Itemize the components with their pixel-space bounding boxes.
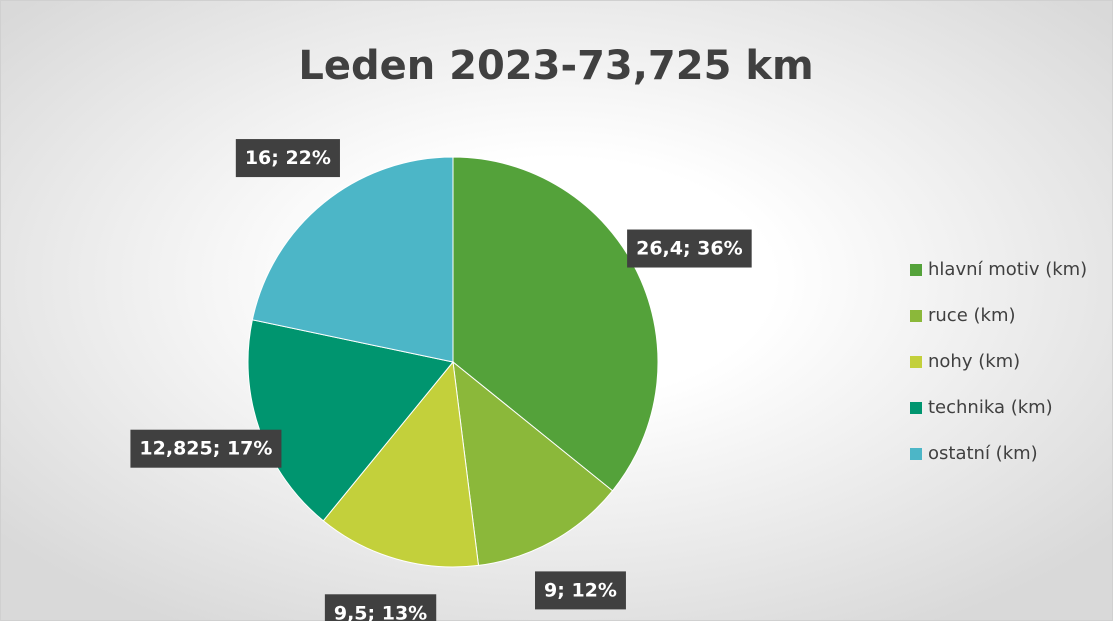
legend-label: hlavní motiv (km) — [928, 259, 1087, 280]
pie-slice — [251, 156, 454, 363]
data-label-text: 9,5; 13% — [334, 602, 427, 621]
data-label-text: 9; 12% — [544, 579, 617, 601]
pie-slice — [452, 360, 614, 566]
legend-label: technika (km) — [928, 397, 1053, 418]
data-label-box — [627, 229, 752, 268]
pie-slice — [452, 156, 659, 492]
legend-swatch — [910, 402, 922, 414]
data-label-box — [235, 139, 340, 178]
legend-swatch — [910, 310, 922, 322]
legend-swatch — [910, 264, 922, 276]
data-label-text: 12,825; 17% — [139, 438, 272, 460]
data-label-text: 26,4; 36% — [636, 238, 743, 260]
data-label-box — [324, 594, 437, 625]
legend-label: ruce (km) — [928, 305, 1016, 326]
legend-label: nohy (km) — [928, 351, 1020, 372]
legend-swatch — [910, 448, 922, 460]
data-label-box — [130, 429, 282, 468]
data-label-box — [535, 571, 626, 610]
legend-label: ostatní (km) — [928, 443, 1038, 464]
legend-swatch — [910, 356, 922, 368]
pie-slice — [322, 360, 480, 568]
data-label-text: 16; 22% — [245, 147, 331, 169]
chart-title: Leden 2023-73,725 km — [298, 43, 813, 89]
